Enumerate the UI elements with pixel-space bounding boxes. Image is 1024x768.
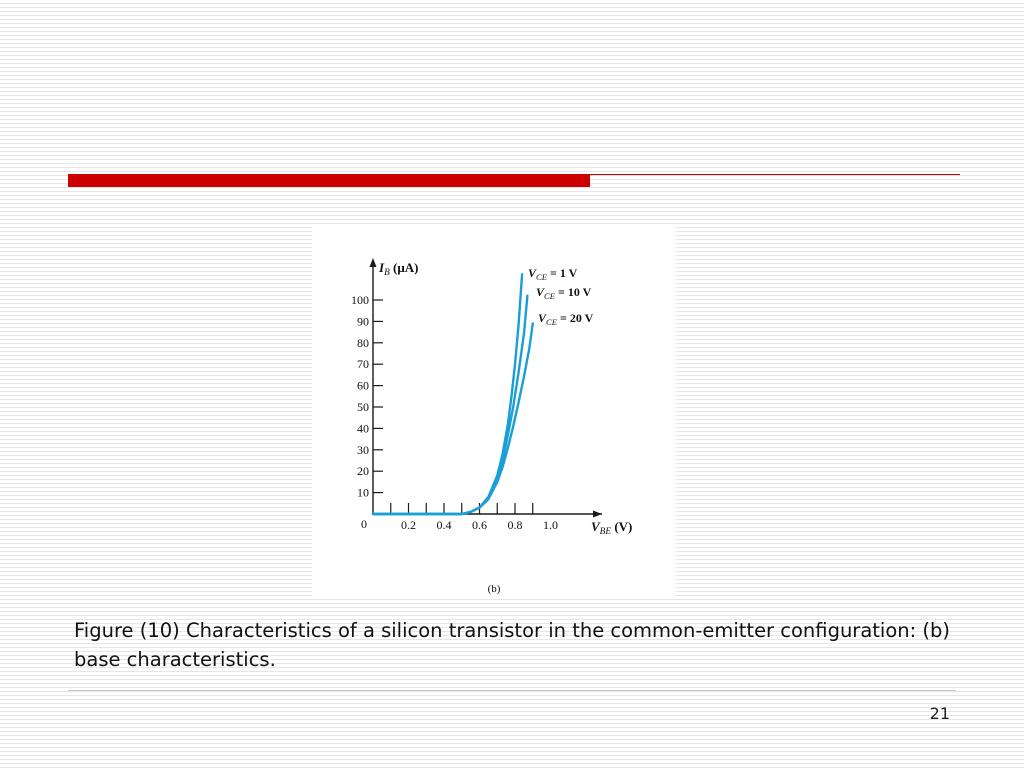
x-axis-arrow — [593, 510, 602, 518]
y-tick-label: 50 — [357, 400, 369, 414]
x-axis-title: VBE (V) — [591, 519, 632, 537]
y-tick-label: 60 — [357, 379, 369, 393]
y-tick-label: 70 — [357, 357, 369, 371]
series-label: VCE = 10 V — [536, 285, 592, 301]
x-tick-label: 0.8 — [508, 518, 523, 532]
figure-caption: Figure (10) Characteristics of a silicon… — [74, 619, 950, 671]
title-accent-bar — [68, 174, 590, 187]
base-characteristics-chart: 10 20 30 40 50 60 70 80 90 100 0.2 0.4 0.6 0.8 1.0 0 IB … — [351, 258, 632, 595]
y-axis-title: IB (μA) — [378, 260, 418, 278]
y-tick-label: 40 — [357, 421, 369, 435]
y-tick-label: 80 — [357, 336, 369, 350]
series-label: VCE = 20 V — [538, 311, 594, 327]
series-label: VCE = 1 V — [528, 266, 578, 282]
ticks — [373, 299, 534, 514]
figure-panel: 10 20 30 40 50 60 70 80 90 100 0.2 0.4 0.6 0.8 1.0 0 IB … — [312, 224, 676, 599]
x-tick-label: 1.0 — [543, 518, 558, 532]
y-tick-label: 20 — [357, 464, 369, 478]
x-tick-label: 0.6 — [472, 518, 487, 532]
title-accent-line — [590, 174, 960, 175]
curves — [371, 273, 534, 516]
panel-label: (b) — [488, 583, 501, 595]
curve-series-2 — [371, 294, 529, 516]
y-tick-label: 30 — [357, 443, 369, 457]
y-tick-label: 10 — [357, 486, 369, 500]
y-tick-label: 90 — [357, 314, 369, 328]
y-axis-arrow — [369, 258, 377, 267]
x-tick-label: 0.4 — [437, 518, 452, 532]
footer-divider — [68, 690, 956, 691]
labels: 10 20 30 40 50 60 70 80 90 100 0.2 0.4 0.6 0.8 1.0 0 IB … — [351, 260, 632, 595]
x-tick-label: 0.2 — [401, 518, 416, 532]
origin-label: 0 — [361, 517, 367, 531]
curve-series-3 — [371, 322, 534, 516]
y-tick-label: 100 — [351, 293, 369, 307]
page-number: 21 — [929, 704, 950, 723]
